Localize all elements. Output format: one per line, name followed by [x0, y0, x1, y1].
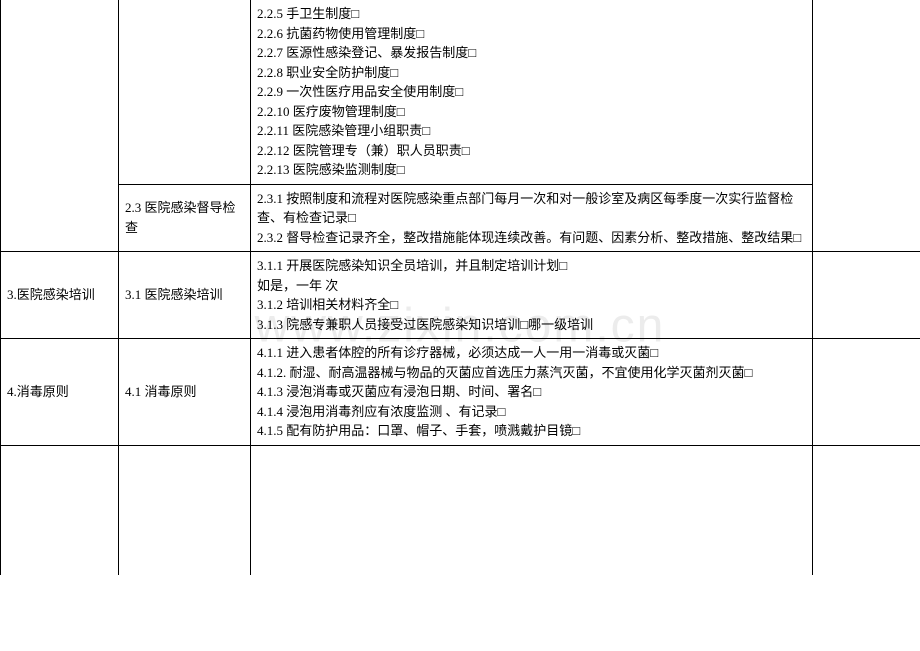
content-line: 2.2.8 职业安全防护制度□: [257, 63, 806, 83]
empty-cell: [1, 445, 119, 575]
remark-cell: [813, 252, 920, 339]
content-line: 2.2.6 抗菌药物使用管理制度□: [257, 24, 806, 44]
content-line: 2.3.1 按照制度和流程对医院感染重点部门每月一次和对一般诊室及病区每季度一次…: [257, 189, 806, 228]
table-row: 2.3 医院感染督导检查 2.3.1 按照制度和流程对医院感染重点部门每月一次和…: [1, 184, 920, 252]
content-line: 4.1.1 进入患者体腔的所有诊疗器械，必须达成一人一用一消毒或灭菌□: [257, 343, 806, 363]
subcategory-cell: [119, 0, 251, 184]
content-line: 2.2.11 医院感染管理小组职责□: [257, 121, 806, 141]
empty-cell: [119, 445, 251, 575]
category-cell: 4.消毒原则: [1, 339, 119, 446]
subcategory-cell: 3.1 医院感染培训: [119, 252, 251, 339]
subcategory-cell: 2.3 医院感染督导检查: [119, 184, 251, 252]
subcategory-cell: 4.1 消毒原则: [119, 339, 251, 446]
content-line: 2.2.12 医院管理专（兼）职人员职责□: [257, 141, 806, 161]
content-line: 4.1.5 配有防护用品：口罩、帽子、手套，喷溅戴护目镜□: [257, 421, 806, 441]
content-cell: 3.1.1 开展医院感染知识全员培训，并且制定培训计划□ 如是，一年 次 3.1…: [251, 252, 813, 339]
table-row: 2.2.5 手卫生制度□ 2.2.6 抗菌药物使用管理制度□ 2.2.7 医源性…: [1, 0, 920, 184]
content-line: 2.2.13 医院感染监测制度□: [257, 160, 806, 180]
content-line: 3.1.3 院感专兼职人员接受过医院感染知识培训□哪一级培训: [257, 315, 806, 335]
content-line: 2.2.9 一次性医疗用品安全使用制度□: [257, 82, 806, 102]
content-cell: 4.1.1 进入患者体腔的所有诊疗器械，必须达成一人一用一消毒或灭菌□ 4.1.…: [251, 339, 813, 446]
content-line: 2.2.5 手卫生制度□: [257, 4, 806, 24]
content-line: 3.1.1 开展医院感染知识全员培训，并且制定培训计划□: [257, 256, 806, 276]
content-cell: 2.2.5 手卫生制度□ 2.2.6 抗菌药物使用管理制度□ 2.2.7 医源性…: [251, 0, 813, 184]
content-line: 2.2.7 医源性感染登记、暴发报告制度□: [257, 43, 806, 63]
remark-cell: [813, 0, 920, 252]
content-line: 如是，一年 次: [257, 276, 806, 296]
content-line: 3.1.2 培训相关材料齐全□: [257, 295, 806, 315]
content-line: 2.3.2 督导检查记录齐全，整改措施能体现连续改善。有问题、因素分析、整改措施…: [257, 228, 806, 248]
table-row: 4.消毒原则 4.1 消毒原则 4.1.1 进入患者体腔的所有诊疗器械，必须达成…: [1, 339, 920, 446]
content-line: 2.2.10 医疗废物管理制度□: [257, 102, 806, 122]
content-line: 4.1.2. 耐湿、耐高温器械与物品的灭菌应首选压力蒸汽灭菌，不宜使用化学灭菌剂…: [257, 363, 806, 383]
content-cell: 2.3.1 按照制度和流程对医院感染重点部门每月一次和对一般诊室及病区每季度一次…: [251, 184, 813, 252]
remark-cell: [813, 339, 920, 446]
empty-cell: [251, 445, 813, 575]
content-line: 4.1.3 浸泡消毒或灭菌应有浸泡日期、时间、署名□: [257, 382, 806, 402]
inspection-table: 2.2.5 手卫生制度□ 2.2.6 抗菌药物使用管理制度□ 2.2.7 医源性…: [0, 0, 920, 575]
table-row: 3.医院感染培训 3.1 医院感染培训 3.1.1 开展医院感染知识全员培训，并…: [1, 252, 920, 339]
category-cell: 3.医院感染培训: [1, 252, 119, 339]
content-line: 4.1.4 浸泡用消毒剂应有浓度监测 、有记录□: [257, 402, 806, 422]
table-row-empty: [1, 445, 920, 575]
empty-cell: [813, 445, 920, 575]
category-cell: [1, 0, 119, 252]
